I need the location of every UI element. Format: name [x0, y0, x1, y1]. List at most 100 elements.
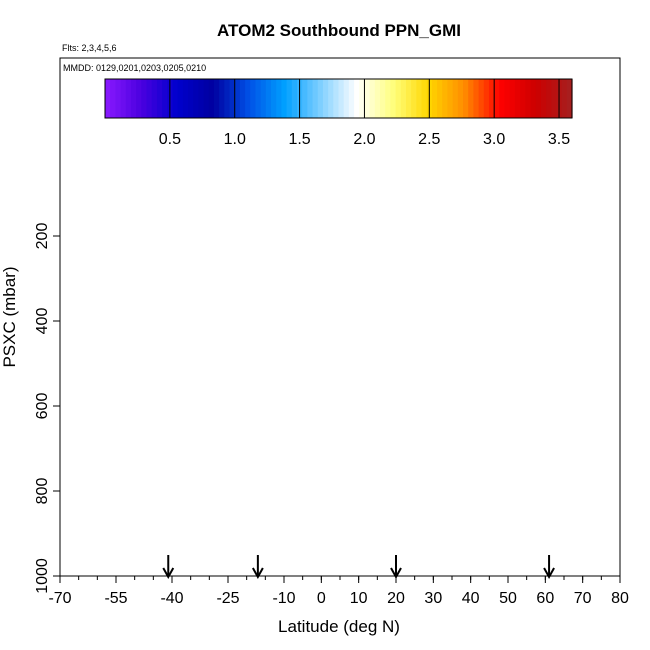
sample-point — [504, 295, 509, 300]
sample-point — [201, 303, 206, 308]
colorbar-segment — [494, 79, 500, 118]
sample-point — [454, 317, 458, 321]
sample-point — [429, 418, 434, 422]
sample-point — [543, 503, 548, 508]
sample-point — [416, 347, 420, 352]
colorbar-segment — [156, 79, 163, 118]
sample-point — [446, 560, 450, 565]
colorbar-segment — [457, 79, 464, 118]
sample-point — [145, 535, 150, 540]
sample-point — [156, 271, 160, 276]
sample-point — [557, 407, 562, 412]
sample-point — [536, 278, 540, 282]
sample-point — [239, 386, 244, 390]
sample-point — [252, 537, 257, 541]
sample-point — [535, 474, 539, 478]
sample-point — [428, 390, 433, 395]
sample-point — [525, 321, 529, 326]
colorbar-tick-label: 1.5 — [288, 131, 310, 148]
x-tick-label: -40 — [160, 590, 183, 607]
sample-point — [396, 291, 400, 295]
y-axis: 200 400 600 800 1000 — [34, 223, 60, 594]
sample-point — [497, 310, 502, 314]
flight-arrow — [251, 555, 264, 580]
sample-point — [416, 380, 420, 384]
sample-point — [484, 364, 489, 368]
sample-point — [189, 485, 194, 490]
sample-point — [441, 299, 445, 303]
sample-point — [289, 393, 293, 398]
colorbar-segment — [120, 79, 127, 118]
sample-point — [474, 334, 478, 339]
sample-point — [142, 283, 147, 288]
sample-point — [284, 355, 288, 359]
sample-point — [375, 483, 379, 488]
colorbar-segment — [182, 79, 189, 118]
sample-point — [294, 443, 298, 448]
sample-point — [507, 383, 511, 387]
sample-point — [417, 499, 422, 503]
colorbar-segment — [561, 79, 568, 118]
sample-point — [121, 334, 126, 338]
sample-point — [464, 263, 468, 267]
colorbar-segment — [203, 79, 210, 118]
sample-point — [535, 382, 540, 387]
sample-point — [536, 529, 540, 534]
sample-point — [411, 348, 416, 352]
sample-point — [500, 273, 505, 278]
sample-point — [379, 524, 383, 529]
sample-point — [93, 273, 97, 278]
y-axis-title: PSXC (mbar) — [0, 266, 19, 367]
sample-point — [125, 328, 130, 333]
flight-tracks — [69, 234, 581, 287]
sample-point — [382, 304, 386, 309]
sample-point — [314, 269, 319, 274]
sample-point — [283, 325, 287, 329]
sample-point — [411, 449, 416, 454]
sample-point — [298, 260, 303, 264]
colorbar-segment — [271, 79, 277, 118]
sample-point — [440, 287, 445, 291]
colorbar-segment — [302, 79, 308, 118]
sample-point — [284, 410, 289, 415]
sample-point — [91, 397, 96, 401]
sample-point — [82, 313, 86, 317]
sample-point — [128, 275, 132, 280]
sample-point — [198, 328, 203, 333]
sample-point — [182, 546, 187, 550]
sample-point — [467, 312, 471, 317]
sample-point — [501, 434, 506, 439]
sample-point — [247, 476, 251, 481]
sample-point — [153, 295, 157, 300]
colorbar-segment — [546, 79, 552, 118]
sample-point — [427, 538, 432, 542]
colorbar-segment — [447, 79, 454, 118]
sample-point — [93, 493, 97, 498]
sample-point — [72, 515, 77, 520]
x-tick-label: 10 — [350, 590, 368, 607]
sample-point — [241, 452, 246, 457]
sample-point — [108, 354, 112, 359]
x-tick-label: -55 — [104, 590, 127, 607]
sample-point — [68, 351, 73, 356]
colorbar-segment — [105, 79, 111, 118]
sample-point — [319, 263, 324, 268]
sample-point — [315, 528, 319, 533]
sample-point — [66, 519, 71, 523]
sample-point — [406, 520, 411, 525]
colorbar-segment — [359, 79, 366, 118]
sample-point — [164, 334, 169, 339]
sample-point — [346, 416, 351, 421]
colorbar-segment — [478, 79, 485, 118]
sample-point — [281, 456, 286, 461]
sample-point — [166, 469, 171, 473]
sample-point — [260, 263, 264, 268]
sample-point — [123, 451, 127, 455]
colorbar-segment — [265, 79, 272, 118]
sample-point — [454, 496, 459, 501]
colorbar-segment — [276, 79, 283, 118]
colorbar-segment — [380, 79, 386, 118]
sample-point — [407, 404, 412, 409]
sample-point — [333, 397, 338, 401]
sample-point — [506, 332, 511, 337]
